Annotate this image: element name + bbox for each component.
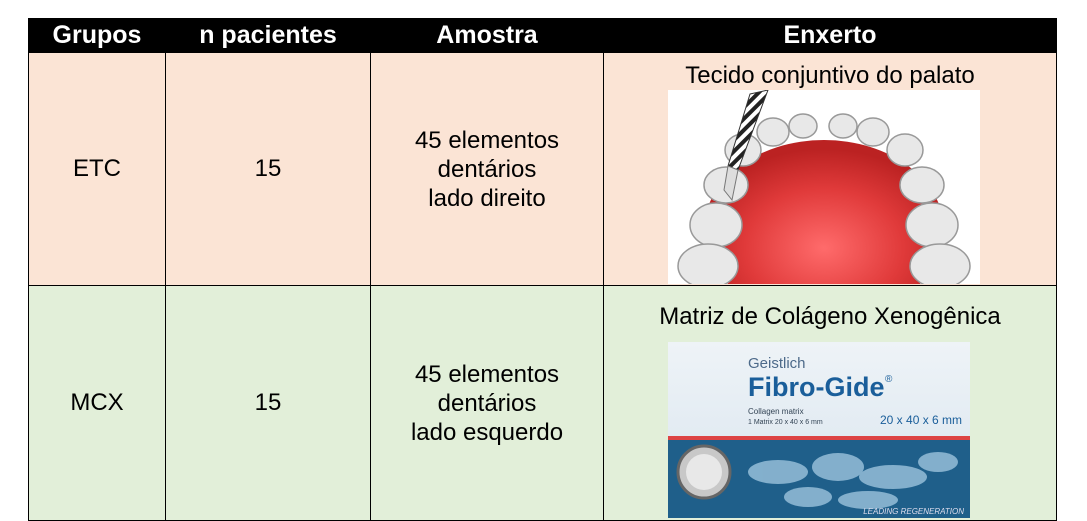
count-cell: 15	[165, 285, 371, 521]
sample-cell: 45 elementos dentários lado esquerdo	[370, 285, 604, 521]
group-cell: MCX	[28, 285, 166, 521]
footer: LEADING REGENERATION	[863, 507, 964, 516]
graft-caption: Matriz de Colágeno Xenogênica	[659, 303, 1001, 330]
header-cell: Amostra	[370, 18, 604, 53]
sample-line: dentários	[437, 389, 537, 417]
size: 20 x 40 x 6 mm	[880, 413, 962, 427]
palate-image	[668, 90, 980, 284]
sample-line: dentários	[437, 155, 537, 183]
subtitle: Collagen matrix	[748, 407, 804, 416]
sample-line: 45 elementos	[414, 126, 560, 154]
spec: 1 Matrix 20 x 40 x 6 mm	[748, 419, 823, 426]
header-cell: Enxerto	[603, 18, 1057, 53]
sample-line: lado direito	[428, 184, 546, 212]
registered: ®	[885, 374, 893, 385]
sample-cell: 45 elementos dentários lado direito	[370, 52, 604, 286]
sample-line: 45 elementos	[414, 360, 560, 388]
brand: Geistlich	[748, 355, 806, 372]
header-cell: Grupos	[28, 18, 166, 53]
count-cell: 15	[165, 52, 371, 286]
header-cell: n pacientes	[165, 18, 371, 53]
graft-caption: Tecido conjuntivo do palato	[685, 62, 975, 89]
group-cell: ETC	[28, 52, 166, 286]
sample-line: lado esquerdo	[410, 418, 564, 446]
product-image: Geistlich Fibro-Gide ® Collagen matrix 1…	[668, 342, 970, 518]
product-name: Fibro-Gide	[748, 372, 885, 402]
